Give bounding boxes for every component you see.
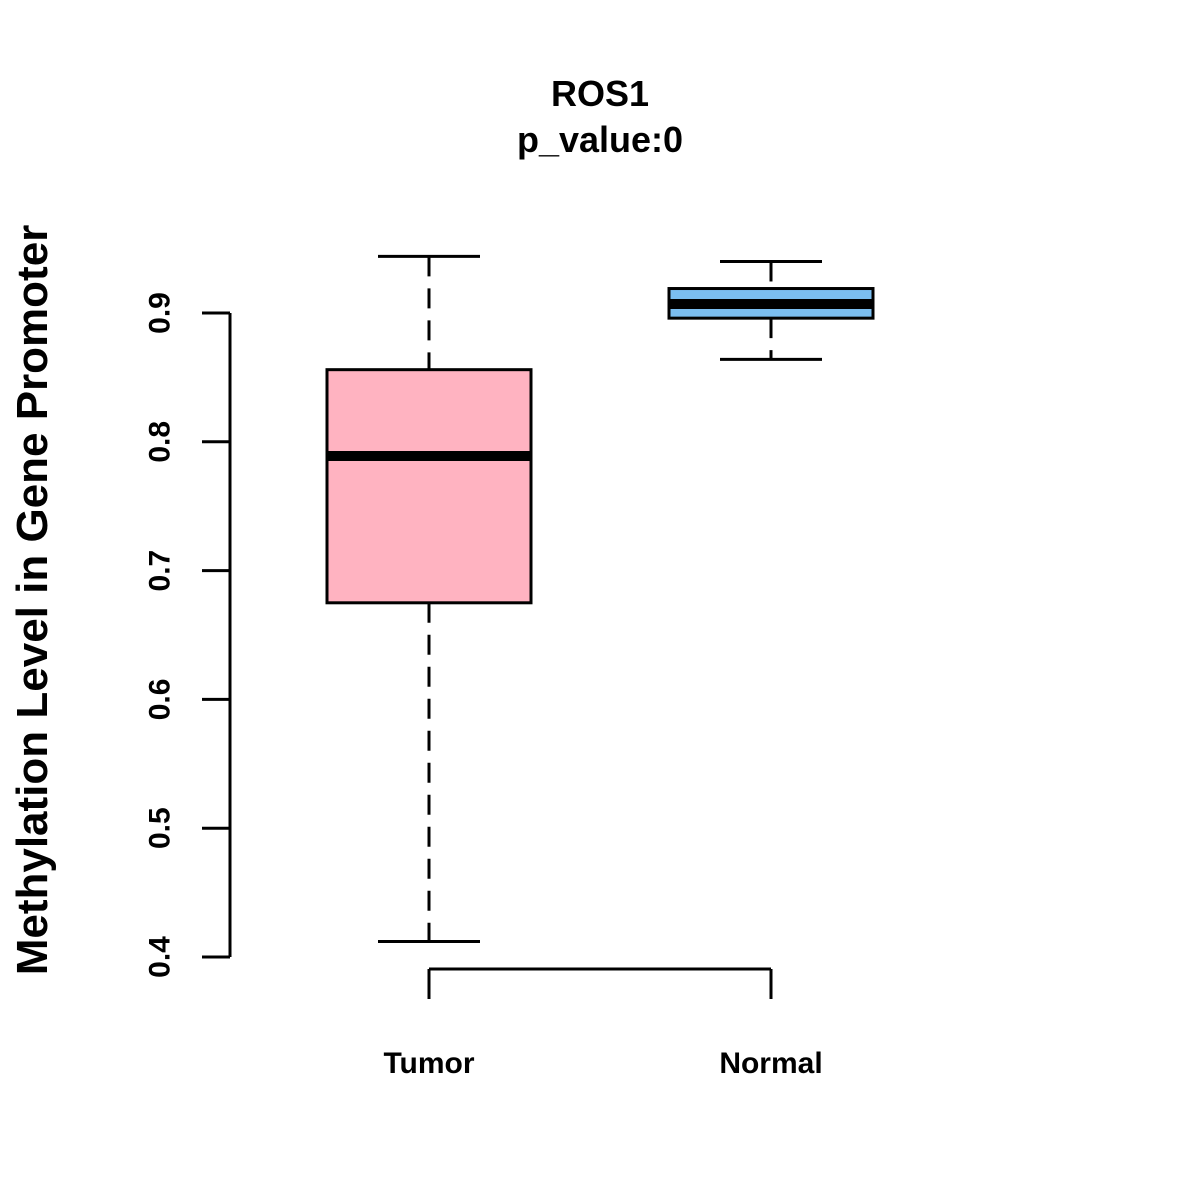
boxes-group [325, 254, 875, 944]
y-tick-label: 0.6 [144, 679, 177, 721]
x-axis: Tumor Normal [383, 967, 823, 1080]
x-tick-label: Tumor [383, 1047, 474, 1080]
y-tick-label: 0.8 [144, 421, 177, 463]
y-tick-label: 0.9 [144, 292, 177, 334]
chart-title: ROS1 [551, 73, 649, 114]
box-normal [667, 259, 875, 361]
y-tick-label: 0.4 [144, 936, 177, 978]
chart-subtitle: p_value:0 [517, 119, 683, 160]
y-axis-label: Methylation Level in Gene Promoter [8, 225, 57, 976]
iqr-box [325, 368, 533, 605]
y-axis: 0.4 0.5 0.6 0.7 0.8 0.9 [144, 292, 232, 978]
y-tick-label: 0.5 [144, 807, 177, 849]
y-tick-label: 0.7 [144, 550, 177, 592]
x-tick-label: Normal [719, 1047, 822, 1080]
box-tumor [325, 254, 533, 944]
